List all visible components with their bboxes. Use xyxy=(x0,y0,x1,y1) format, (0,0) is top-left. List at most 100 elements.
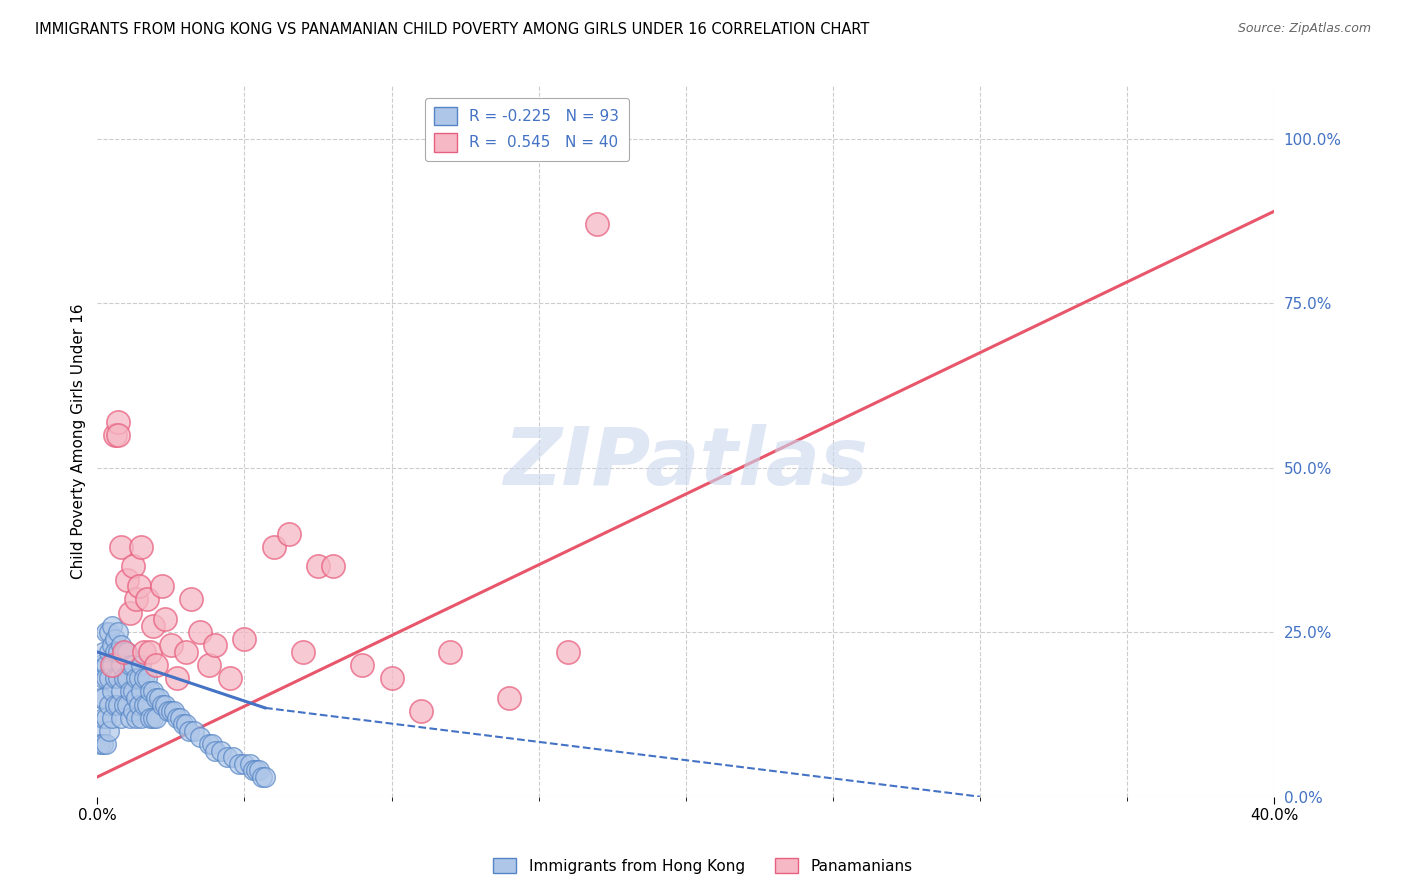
Point xyxy=(121,658,143,673)
Point xyxy=(139,645,162,659)
Point xyxy=(139,684,162,698)
Point xyxy=(124,592,146,607)
Point xyxy=(177,723,200,738)
Point xyxy=(115,573,138,587)
Point xyxy=(263,540,285,554)
Point xyxy=(110,540,132,554)
Point xyxy=(204,639,226,653)
Text: IMMIGRANTS FROM HONG KONG VS PANAMANIAN CHILD POVERTY AMONG GIRLS UNDER 16 CORRE: IMMIGRANTS FROM HONG KONG VS PANAMANIAN … xyxy=(35,22,869,37)
Point xyxy=(277,526,299,541)
Point xyxy=(218,671,240,685)
Point xyxy=(139,711,162,725)
Point xyxy=(91,737,114,751)
Point xyxy=(172,717,194,731)
Point xyxy=(101,618,124,632)
Point xyxy=(245,764,267,778)
Point xyxy=(148,691,170,706)
Point xyxy=(198,658,221,673)
Point xyxy=(96,671,118,685)
Point xyxy=(110,684,132,698)
Point xyxy=(104,671,127,685)
Point xyxy=(112,698,135,712)
Point xyxy=(180,592,202,607)
Point xyxy=(128,698,150,712)
Point xyxy=(124,671,146,685)
Point xyxy=(134,698,156,712)
Point xyxy=(188,731,211,745)
Point xyxy=(242,764,264,778)
Point xyxy=(118,606,141,620)
Point xyxy=(115,645,138,659)
Point xyxy=(134,645,156,659)
Point xyxy=(91,691,114,706)
Point xyxy=(352,658,374,673)
Point xyxy=(136,592,159,607)
Point xyxy=(112,645,135,659)
Point xyxy=(150,698,173,712)
Point xyxy=(98,698,121,712)
Point xyxy=(124,711,146,725)
Point xyxy=(101,711,124,725)
Point xyxy=(221,750,243,764)
Point xyxy=(156,704,179,718)
Point xyxy=(104,645,127,659)
Point xyxy=(96,625,118,640)
Point xyxy=(104,428,127,442)
Point xyxy=(160,704,183,718)
Point xyxy=(110,658,132,673)
Point xyxy=(89,658,111,673)
Point xyxy=(131,540,153,554)
Point xyxy=(322,559,344,574)
Point xyxy=(121,559,143,574)
Point xyxy=(142,684,165,698)
Point xyxy=(247,764,270,778)
Point xyxy=(104,698,127,712)
Point xyxy=(131,711,153,725)
Point xyxy=(110,711,132,725)
Point xyxy=(204,744,226,758)
Point xyxy=(91,711,114,725)
Point xyxy=(188,625,211,640)
Point xyxy=(91,671,114,685)
Point xyxy=(586,218,609,232)
Point xyxy=(115,698,138,712)
Legend: R = -0.225   N = 93, R =  0.545   N = 40: R = -0.225 N = 93, R = 0.545 N = 40 xyxy=(425,97,628,161)
Text: ZIPatlas: ZIPatlas xyxy=(503,424,869,502)
Point xyxy=(89,737,111,751)
Point xyxy=(439,645,461,659)
Point xyxy=(118,684,141,698)
Point xyxy=(557,645,579,659)
Point xyxy=(142,618,165,632)
Point xyxy=(112,671,135,685)
Point xyxy=(131,684,153,698)
Point xyxy=(174,645,197,659)
Point xyxy=(107,625,129,640)
Point xyxy=(183,723,205,738)
Point xyxy=(150,579,173,593)
Point xyxy=(98,645,121,659)
Point xyxy=(209,744,232,758)
Point xyxy=(145,711,167,725)
Point xyxy=(169,711,191,725)
Point xyxy=(98,723,121,738)
Point xyxy=(96,711,118,725)
Point xyxy=(136,698,159,712)
Point xyxy=(128,671,150,685)
Point xyxy=(380,671,402,685)
Point xyxy=(121,704,143,718)
Point xyxy=(254,770,277,784)
Point xyxy=(107,671,129,685)
Point xyxy=(101,639,124,653)
Point xyxy=(153,612,176,626)
Point xyxy=(228,756,250,771)
Text: Source: ZipAtlas.com: Source: ZipAtlas.com xyxy=(1237,22,1371,36)
Point xyxy=(145,691,167,706)
Point xyxy=(128,579,150,593)
Point xyxy=(166,711,188,725)
Point xyxy=(250,770,273,784)
Point xyxy=(142,711,165,725)
Point xyxy=(233,756,256,771)
Point xyxy=(307,559,329,574)
Point xyxy=(163,704,186,718)
Point xyxy=(239,756,262,771)
